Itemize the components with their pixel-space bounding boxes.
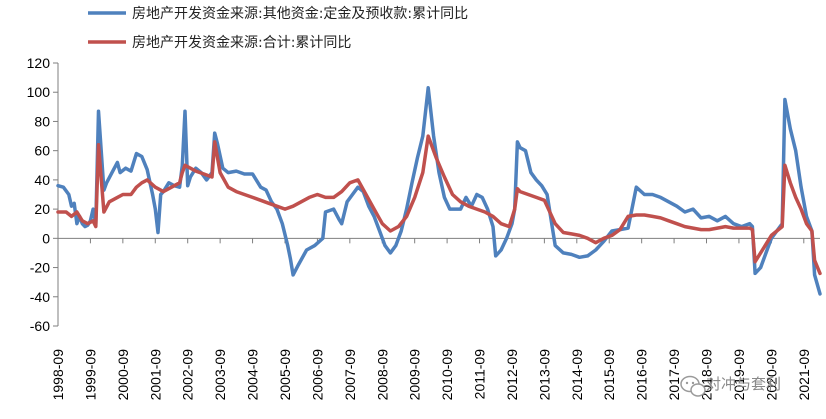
x-tick-label: 1999-09 [82,349,98,401]
x-tick-label: 2006-09 [309,349,325,401]
x-tick-label: 2002-09 [180,349,196,401]
x-tick-label: 2009-09 [407,349,423,401]
x-tick-label: 2019-09 [731,349,747,401]
x-tick-label: 2017-09 [666,349,682,401]
x-tick-label: 2013-09 [536,349,552,401]
x-tick-label: 2015-09 [601,349,617,401]
x-tick-label: 2004-09 [245,349,261,401]
series-layer [56,86,822,296]
legend-label-total: 房地产开发资金来源:合计:累计同比 [132,35,351,51]
y-tick-label: 20 [34,201,50,217]
x-tick-label: 2011-09 [472,349,488,400]
series-line-other-funds [56,86,822,296]
y-tick-label: 80 [34,113,50,129]
x-tick-label: 2012-09 [504,349,520,401]
x-tick-label: 2000-09 [115,349,131,401]
x-tick-label: 2003-09 [212,349,228,401]
x-tick-label: 2007-09 [342,349,358,401]
y-axis-ticks: -60 -40 -20 0 20 40 60 80 100 120 [27,55,58,334]
x-tick-label: 2001-09 [147,349,163,401]
x-tick-label: 2008-09 [374,349,390,401]
y-tick-label: -60 [30,318,50,334]
x-tick-label: 2014-09 [569,349,585,401]
y-tick-label: 60 [34,143,50,159]
y-tick-label: 0 [42,230,50,246]
y-tick-label: 100 [27,84,51,100]
y-tick-label: -20 [30,260,50,276]
x-axis-ticks: 1998-09 1999-09 2000-09 2001-09 2002-09 2003-… [50,238,812,400]
x-tick-label: 2020-09 [763,349,779,401]
legend: 房地产开发资金来源:其他资金:定金及预收款:累计同比 房地产开发资金来源:合计:… [88,6,468,51]
series-line-total [56,134,822,276]
y-tick-label: -40 [30,289,50,305]
x-tick-label: 2016-09 [634,349,650,401]
watermark: 对冲与套利 [680,375,781,397]
wechat-icon [680,375,706,397]
x-tick-label: 2021-09 [796,349,812,401]
watermark-text: 对冲与套利 [706,375,781,393]
legend-label-other-funds: 房地产开发资金来源:其他资金:定金及预收款:累计同比 [132,6,468,22]
y-tick-label: 40 [34,172,50,188]
x-tick-label: 2005-09 [277,349,293,401]
x-tick-label: 2010-09 [439,349,455,401]
y-tick-label: 120 [27,55,51,71]
x-tick-label: 1998-09 [50,349,66,401]
